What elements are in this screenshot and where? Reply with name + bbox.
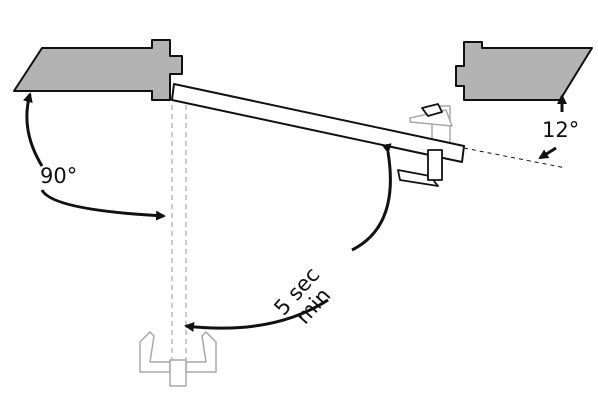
door-leaf [171,83,465,163]
closing-time-label: 5 sec min [269,263,335,329]
ghost-handle-icon [139,331,217,387]
closing-time-arrow [184,143,392,332]
latch-reference-line [463,147,567,169]
ghost-door-open [171,96,187,372]
door-handle-icon [397,103,443,187]
angle-12-arrow [538,94,567,160]
right-wall [455,41,593,101]
angle-90-label: 90° [40,164,77,188]
angle-90-arrow [23,92,166,221]
left-wall [13,39,183,101]
angle-12-label: 12° [542,118,579,142]
